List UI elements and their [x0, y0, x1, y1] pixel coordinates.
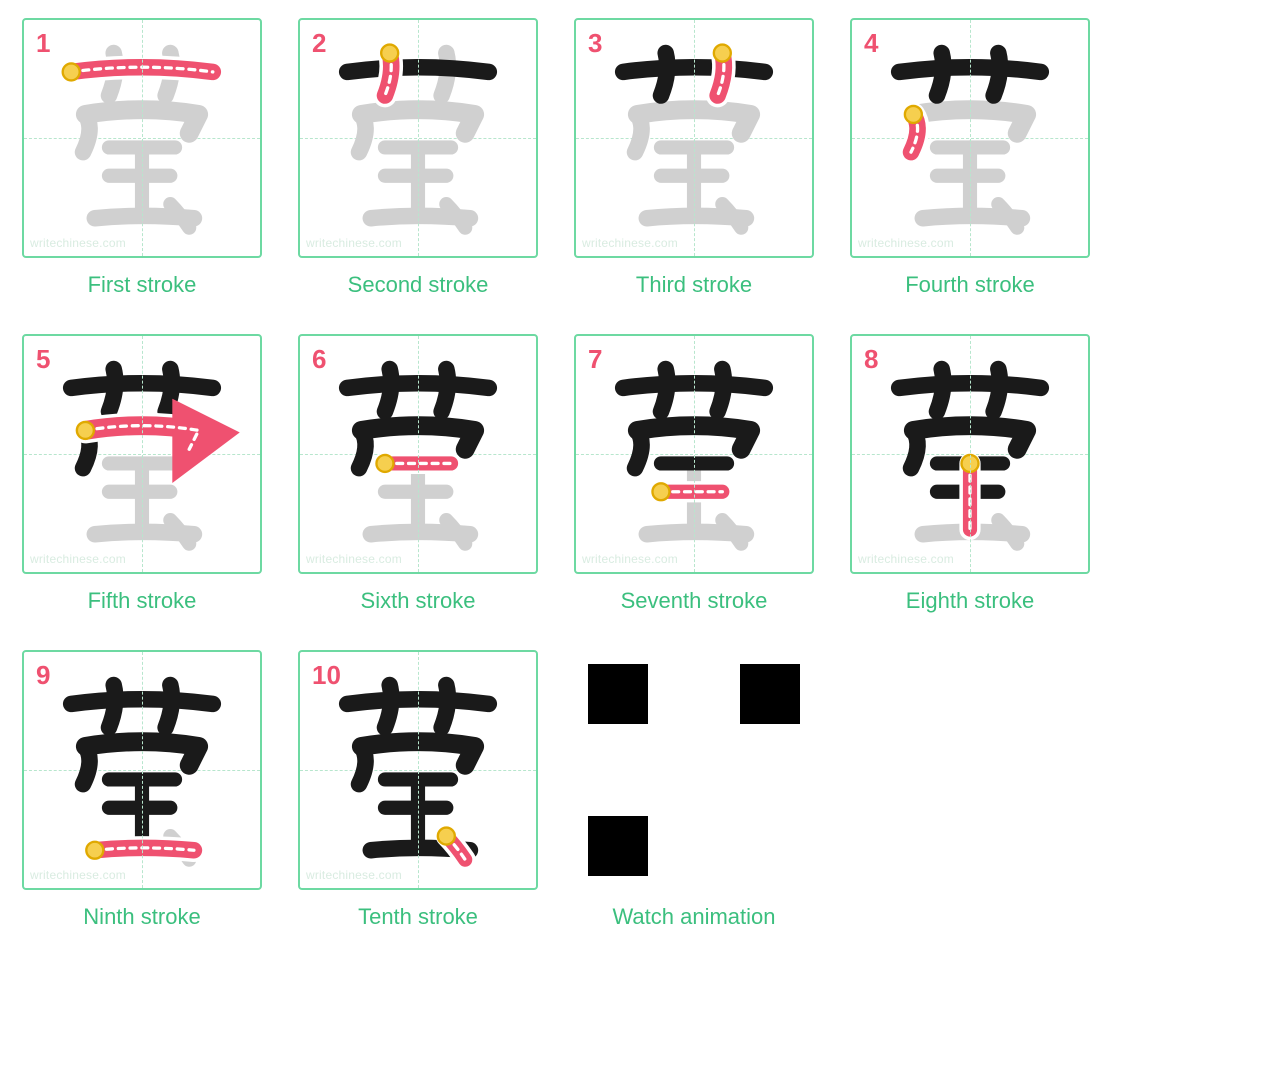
step-number: 10	[312, 660, 341, 691]
watermark: writechinese.com	[30, 236, 126, 250]
stroke-step-tile: 1 writechinese.com	[22, 18, 262, 258]
watermark: writechinese.com	[306, 868, 402, 882]
qr-code[interactable]	[574, 650, 814, 890]
stroke-step-cell: 7 writechinese.com Seventh stroke	[574, 334, 814, 614]
stroke-step-tile: 10 writechinese.com	[298, 650, 538, 890]
step-caption: Sixth stroke	[361, 588, 476, 614]
stroke-step-cell: 8 writechinese.com Eighth stroke	[850, 334, 1090, 614]
watermark: writechinese.com	[306, 236, 402, 250]
stroke-step-cell: 5 writechinese.com Fifth stroke	[22, 334, 262, 614]
step-number: 1	[36, 28, 50, 59]
stroke-step-tile: 7 writechinese.com	[574, 334, 814, 574]
step-caption: Seventh stroke	[621, 588, 768, 614]
watermark: writechinese.com	[582, 552, 678, 566]
step-number: 3	[588, 28, 602, 59]
watermark: writechinese.com	[858, 236, 954, 250]
step-caption: Eighth stroke	[906, 588, 1034, 614]
step-caption: Third stroke	[636, 272, 752, 298]
stroke-step-cell: 3 writechinese.com Third stroke	[574, 18, 814, 298]
step-number: 4	[864, 28, 878, 59]
step-number: 5	[36, 344, 50, 375]
stroke-step-tile: 9 writechinese.com	[22, 650, 262, 890]
stroke-step-tile: 3 writechinese.com	[574, 18, 814, 258]
stroke-step-tile: 6 writechinese.com	[298, 334, 538, 574]
step-number: 6	[312, 344, 326, 375]
step-caption: Ninth stroke	[83, 904, 200, 930]
step-number: 2	[312, 28, 326, 59]
step-caption: Second stroke	[348, 272, 489, 298]
stroke-step-cell: 4 writechinese.com Fourth stroke	[850, 18, 1090, 298]
watermark: writechinese.com	[306, 552, 402, 566]
step-number: 7	[588, 344, 602, 375]
watermark: writechinese.com	[30, 868, 126, 882]
step-number: 9	[36, 660, 50, 691]
step-caption: First stroke	[88, 272, 197, 298]
stroke-step-cell: 6 writechinese.com Sixth stroke	[298, 334, 538, 614]
stroke-step-tile: 2 writechinese.com	[298, 18, 538, 258]
stroke-order-grid: 1 writechinese.com First stroke 2 writechine…	[22, 18, 1258, 930]
stroke-step-cell: 2 writechinese.com Second stroke	[298, 18, 538, 298]
stroke-step-cell: 10 writechinese.com Tenth stroke	[298, 650, 538, 930]
stroke-step-cell: 9 writechinese.com Ninth stroke	[22, 650, 262, 930]
watermark: writechinese.com	[858, 552, 954, 566]
step-number: 8	[864, 344, 878, 375]
step-caption: Fourth stroke	[905, 272, 1035, 298]
qr-cell: Watch animation	[574, 650, 814, 930]
step-caption: Fifth stroke	[88, 588, 197, 614]
step-caption: Tenth stroke	[358, 904, 478, 930]
stroke-step-tile: 4 writechinese.com	[850, 18, 1090, 258]
qr-caption: Watch animation	[612, 904, 775, 930]
stroke-step-tile: 5 writechinese.com	[22, 334, 262, 574]
stroke-step-cell: 1 writechinese.com First stroke	[22, 18, 262, 298]
qr-pattern	[588, 664, 800, 876]
stroke-step-tile: 8 writechinese.com	[850, 334, 1090, 574]
watermark: writechinese.com	[30, 552, 126, 566]
watermark: writechinese.com	[582, 236, 678, 250]
